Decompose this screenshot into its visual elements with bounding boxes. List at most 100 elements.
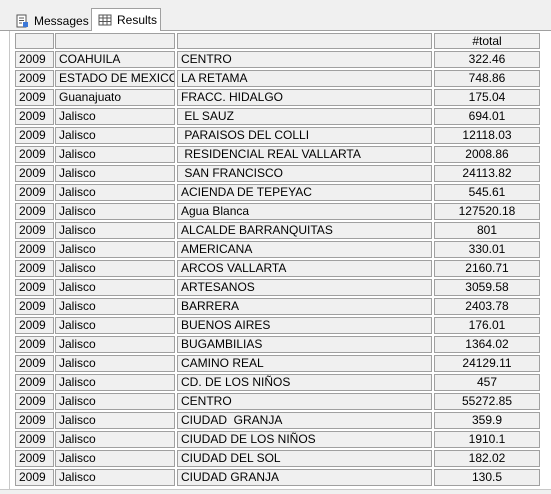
- cell-state[interactable]: Jalisco: [55, 393, 175, 410]
- cell-colonia[interactable]: BUENOS AIRES: [177, 317, 432, 334]
- cell-state[interactable]: Jalisco: [55, 203, 175, 220]
- table-row[interactable]: 2009 Jalisco CAMINO REAL 24129.11: [10, 354, 544, 373]
- cell-total[interactable]: 176.01: [434, 317, 540, 334]
- cell-colonia[interactable]: CIUDAD GRANJA: [177, 469, 432, 486]
- cell-colonia[interactable]: ACIENDA DE TEPEYAC: [177, 184, 432, 201]
- cell-state[interactable]: Jalisco: [55, 336, 175, 353]
- cell-total[interactable]: 24129.11: [434, 355, 540, 372]
- table-row[interactable]: 2009 Jalisco CD. DE LOS NIÑOS 457: [10, 373, 544, 392]
- cell-state[interactable]: Jalisco: [55, 355, 175, 372]
- cell-total[interactable]: 457: [434, 374, 540, 391]
- table-row[interactable]: 2009 Jalisco CIUDAD GRANJA 130.5: [10, 468, 544, 487]
- cell-year[interactable]: 2009: [15, 336, 54, 353]
- cell-state[interactable]: Jalisco: [55, 108, 175, 125]
- cell-state[interactable]: Jalisco: [55, 146, 175, 163]
- cell-total[interactable]: 545.61: [434, 184, 540, 201]
- table-row[interactable]: 2009 Jalisco ARTESANOS 3059.58: [10, 278, 544, 297]
- column-header-total[interactable]: #total: [434, 33, 540, 49]
- cell-year[interactable]: 2009: [15, 51, 54, 68]
- cell-total[interactable]: 801: [434, 222, 540, 239]
- cell-colonia[interactable]: FRACC. HIDALGO: [177, 89, 432, 106]
- cell-state[interactable]: Jalisco: [55, 431, 175, 448]
- cell-state[interactable]: Jalisco: [55, 450, 175, 467]
- cell-year[interactable]: 2009: [15, 70, 54, 87]
- table-row[interactable]: 2009 Jalisco SAN FRANCISCO 24113.82: [10, 164, 544, 183]
- table-row[interactable]: 2009 Jalisco BARRERA 2403.78: [10, 297, 544, 316]
- tab-messages[interactable]: Messages: [9, 10, 91, 31]
- cell-state[interactable]: Jalisco: [55, 165, 175, 182]
- table-row[interactable]: 2009 Guanajuato FRACC. HIDALGO 175.04: [10, 88, 544, 107]
- cell-total[interactable]: 694.01: [434, 108, 540, 125]
- cell-colonia[interactable]: PARAISOS DEL COLLI: [177, 127, 432, 144]
- column-header-2[interactable]: [55, 33, 175, 49]
- cell-year[interactable]: 2009: [15, 146, 54, 163]
- cell-year[interactable]: 2009: [15, 203, 54, 220]
- cell-year[interactable]: 2009: [15, 222, 54, 239]
- cell-year[interactable]: 2009: [15, 241, 54, 258]
- cell-year[interactable]: 2009: [15, 469, 54, 486]
- cell-total[interactable]: 748.86: [434, 70, 540, 87]
- cell-state[interactable]: Jalisco: [55, 241, 175, 258]
- cell-year[interactable]: 2009: [15, 298, 54, 315]
- cell-total[interactable]: 175.04: [434, 89, 540, 106]
- cell-state[interactable]: Jalisco: [55, 374, 175, 391]
- cell-year[interactable]: 2009: [15, 279, 54, 296]
- cell-colonia[interactable]: ARCOS VALLARTA: [177, 260, 432, 277]
- cell-year[interactable]: 2009: [15, 317, 54, 334]
- table-row[interactable]: 2009 COAHUILA CENTRO 322.46: [10, 50, 544, 69]
- cell-state[interactable]: COAHUILA: [55, 51, 175, 68]
- cell-colonia[interactable]: RESIDENCIAL REAL VALLARTA: [177, 146, 432, 163]
- cell-colonia[interactable]: CENTRO: [177, 393, 432, 410]
- cell-state[interactable]: Jalisco: [55, 279, 175, 296]
- table-row[interactable]: 2009 Jalisco CIUDAD DE LOS NIÑOS 1910.1: [10, 430, 544, 449]
- cell-colonia[interactable]: CD. DE LOS NIÑOS: [177, 374, 432, 391]
- cell-year[interactable]: 2009: [15, 89, 54, 106]
- table-row[interactable]: 2009 Jalisco RESIDENCIAL REAL VALLARTA 200…: [10, 145, 544, 164]
- cell-total[interactable]: 12118.03: [434, 127, 540, 144]
- table-row[interactable]: 2009 ESTADO DE MEXICO LA RETAMA 748.86: [10, 69, 544, 88]
- cell-year[interactable]: 2009: [15, 393, 54, 410]
- cell-state[interactable]: ESTADO DE MEXICO: [55, 70, 175, 87]
- cell-total[interactable]: 2008.86: [434, 146, 540, 163]
- cell-year[interactable]: 2009: [15, 412, 54, 429]
- cell-year[interactable]: 2009: [15, 184, 54, 201]
- cell-total[interactable]: 182.02: [434, 450, 540, 467]
- cell-total[interactable]: 1910.1: [434, 431, 540, 448]
- table-row[interactable]: 2009 Jalisco PARAISOS DEL COLLI 12118.03: [10, 126, 544, 145]
- cell-colonia[interactable]: EL SAUZ: [177, 108, 432, 125]
- column-header-3[interactable]: [177, 33, 432, 49]
- table-row[interactable]: 2009 Jalisco CIUDAD DEL SOL 182.02: [10, 449, 544, 468]
- cell-year[interactable]: 2009: [15, 165, 54, 182]
- cell-colonia[interactable]: CENTRO: [177, 51, 432, 68]
- cell-year[interactable]: 2009: [15, 127, 54, 144]
- cell-colonia[interactable]: CAMINO REAL: [177, 355, 432, 372]
- table-row[interactable]: 2009 Jalisco ACIENDA DE TEPEYAC 545.61: [10, 183, 544, 202]
- cell-total[interactable]: 130.5: [434, 469, 540, 486]
- cell-total[interactable]: 24113.82: [434, 165, 540, 182]
- cell-state[interactable]: Jalisco: [55, 317, 175, 334]
- tab-results[interactable]: Results: [91, 8, 161, 31]
- cell-state[interactable]: Jalisco: [55, 298, 175, 315]
- table-row[interactable]: 2009 Jalisco Agua Blanca 127520.18: [10, 202, 544, 221]
- cell-colonia[interactable]: Agua Blanca: [177, 203, 432, 220]
- cell-colonia[interactable]: AMERICANA: [177, 241, 432, 258]
- cell-year[interactable]: 2009: [15, 374, 54, 391]
- cell-state[interactable]: Jalisco: [55, 184, 175, 201]
- table-row[interactable]: 2009 Jalisco EL SAUZ 694.01: [10, 107, 544, 126]
- cell-total[interactable]: 322.46: [434, 51, 540, 68]
- table-row[interactable]: 2009 Jalisco BUGAMBILIAS 1364.02: [10, 335, 544, 354]
- column-header-1[interactable]: [15, 33, 54, 49]
- cell-colonia[interactable]: LA RETAMA: [177, 70, 432, 87]
- cell-year[interactable]: 2009: [15, 108, 54, 125]
- cell-total[interactable]: 1364.02: [434, 336, 540, 353]
- cell-colonia[interactable]: CIUDAD DE LOS NIÑOS: [177, 431, 432, 448]
- cell-year[interactable]: 2009: [15, 450, 54, 467]
- cell-total[interactable]: 2403.78: [434, 298, 540, 315]
- cell-state[interactable]: Jalisco: [55, 260, 175, 277]
- table-row[interactable]: 2009 Jalisco CIUDAD GRANJA 359.9: [10, 411, 544, 430]
- cell-colonia[interactable]: CIUDAD DEL SOL: [177, 450, 432, 467]
- cell-colonia[interactable]: ALCALDE BARRANQUITAS: [177, 222, 432, 239]
- cell-total[interactable]: 330.01: [434, 241, 540, 258]
- cell-colonia[interactable]: BUGAMBILIAS: [177, 336, 432, 353]
- cell-colonia[interactable]: BARRERA: [177, 298, 432, 315]
